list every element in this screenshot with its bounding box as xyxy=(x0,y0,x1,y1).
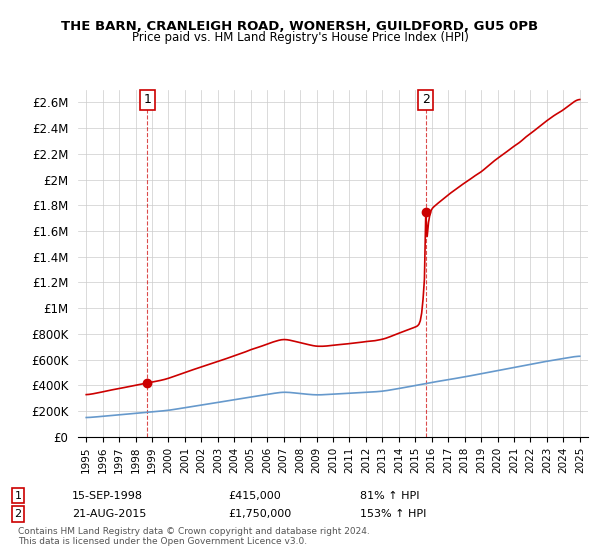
Text: £1,750,000: £1,750,000 xyxy=(228,509,291,519)
Text: 2: 2 xyxy=(422,94,430,106)
Text: Price paid vs. HM Land Registry's House Price Index (HPI): Price paid vs. HM Land Registry's House … xyxy=(131,31,469,44)
Text: 153% ↑ HPI: 153% ↑ HPI xyxy=(360,509,427,519)
Text: 1: 1 xyxy=(143,94,151,106)
Text: 21-AUG-2015: 21-AUG-2015 xyxy=(72,509,146,519)
Text: Contains HM Land Registry data © Crown copyright and database right 2024.
This d: Contains HM Land Registry data © Crown c… xyxy=(18,526,370,546)
Text: 81% ↑ HPI: 81% ↑ HPI xyxy=(360,491,419,501)
Text: THE BARN, CRANLEIGH ROAD, WONERSH, GUILDFORD, GU5 0PB: THE BARN, CRANLEIGH ROAD, WONERSH, GUILD… xyxy=(61,20,539,32)
Text: £415,000: £415,000 xyxy=(228,491,281,501)
Text: 2: 2 xyxy=(14,509,22,519)
Text: 15-SEP-1998: 15-SEP-1998 xyxy=(72,491,143,501)
Text: 1: 1 xyxy=(14,491,22,501)
